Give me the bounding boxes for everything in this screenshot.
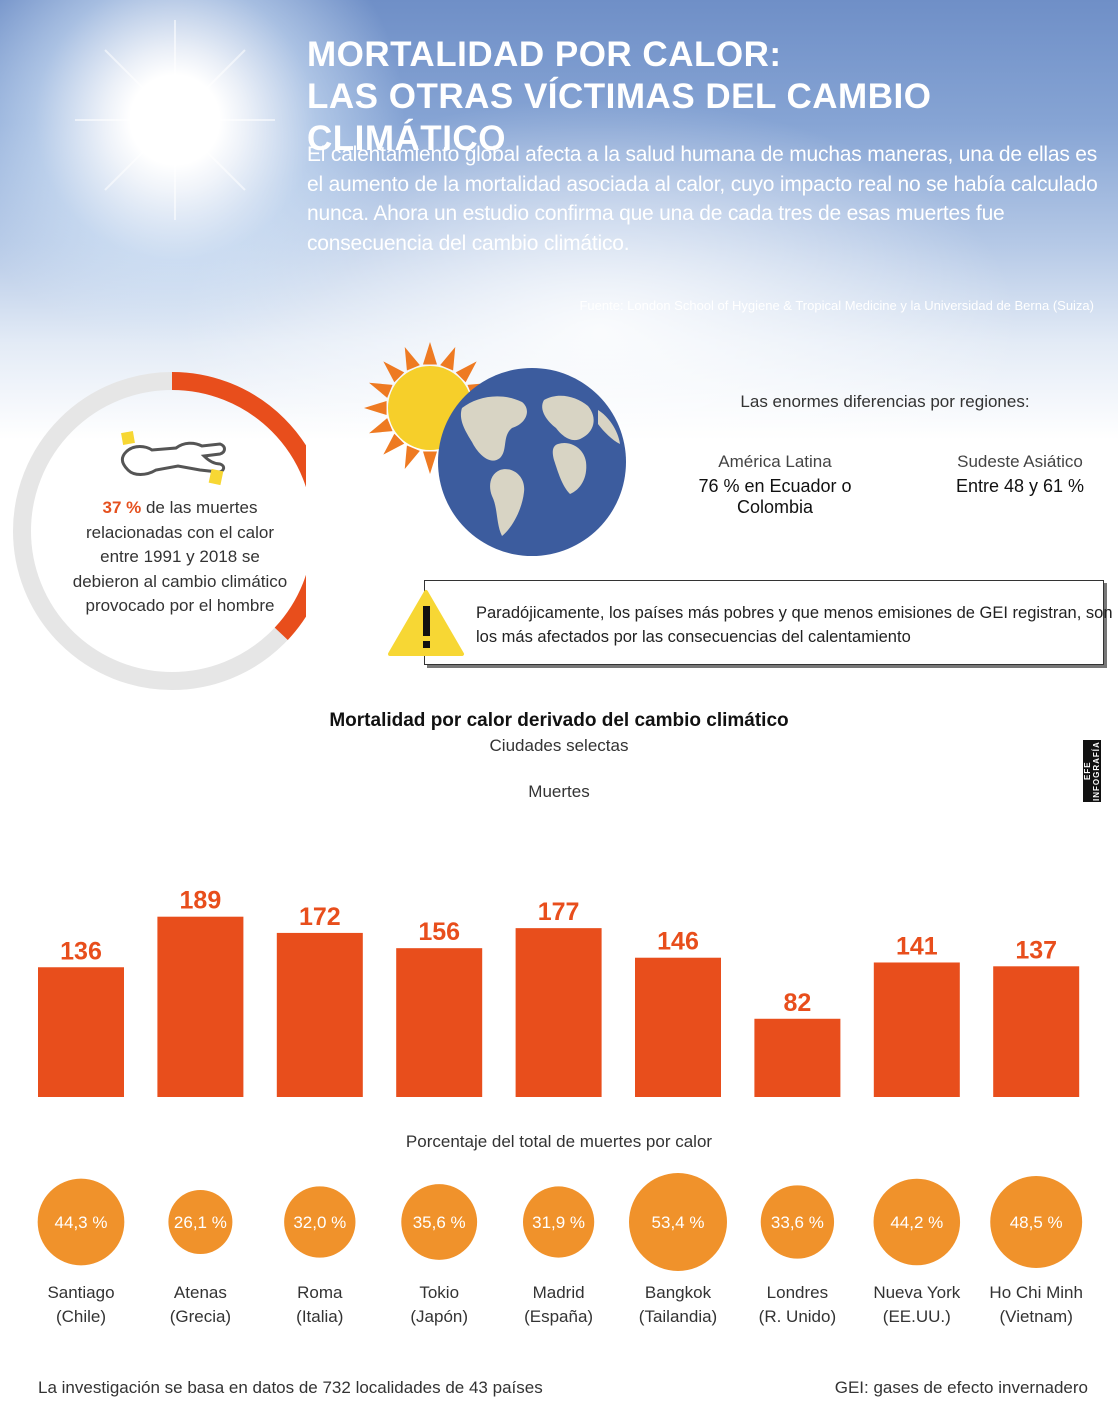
region-value: Entre 48 y 61 %: [955, 476, 1085, 496]
city-label: (Chile): [56, 1307, 106, 1326]
warning-icon: [388, 590, 464, 656]
percent-circle: [168, 1190, 233, 1254]
city-label: (España): [524, 1307, 593, 1326]
footer-note: La investigación se basa en datos de 732…: [38, 1378, 543, 1397]
region-southeast-asia: Sudeste Asiático Entre 48 y 61 %: [940, 452, 1100, 497]
bar: [754, 1018, 841, 1097]
bar-value-label: 136: [60, 937, 102, 965]
city-label: Londres: [767, 1283, 828, 1302]
bar: [873, 962, 960, 1097]
ring-highlight: 37 %: [102, 498, 142, 517]
bar: [38, 967, 124, 1097]
bar-value-label: 141: [896, 932, 938, 960]
bar-value-label: 146: [657, 928, 699, 956]
crime-scene-body-icon: [120, 431, 226, 486]
bar-value-label: 189: [180, 887, 222, 915]
city-label: Roma: [297, 1283, 343, 1302]
percent-label: 32,0 %: [293, 1213, 346, 1232]
percent-circle: [401, 1184, 478, 1260]
bar: [396, 948, 483, 1097]
globe-icon: [438, 368, 626, 556]
city-label: Santiago: [47, 1283, 114, 1302]
agency-credit: EFE INFOGRAFÍA: [1083, 740, 1101, 802]
bar: [515, 928, 602, 1097]
bar-value-label: 172: [299, 903, 341, 931]
bar-value-label: 137: [1015, 936, 1057, 964]
ring-progress-arc: [13, 372, 306, 690]
chart-y-label: Muertes: [528, 782, 590, 801]
region-value: 76 % en Ecuador o Colombia: [698, 476, 852, 517]
city-label: (Italia): [296, 1307, 343, 1326]
city-label: (Tailandia): [639, 1307, 717, 1326]
ring-caption: 37 % de las muertes relacionadas con el …: [70, 496, 290, 619]
percent-circle: [37, 1178, 125, 1266]
percent-row-label: Porcentaje del total de muertes por calo…: [405, 1132, 713, 1151]
title-line-2: LAS OTRAS VÍCTIMAS DEL CAMBIO CLIMÁTICO: [307, 77, 932, 158]
percent-circle: [284, 1186, 356, 1258]
page-title: MORTALIDAD POR CALOR: LAS OTRAS VÍCTIMAS…: [307, 34, 1107, 160]
bar-value-label: 82: [783, 989, 811, 1017]
percent-label: 31,9 %: [532, 1213, 585, 1232]
percent-circle: [990, 1176, 1083, 1268]
city-label: Madrid: [533, 1283, 585, 1302]
bar: [635, 957, 721, 1097]
percent-label: 44,3 %: [55, 1213, 108, 1232]
region-name: Sudeste Asiático: [957, 452, 1083, 471]
city-label: Bangkok: [645, 1283, 712, 1302]
chart-subtitle: Ciudades selectas: [489, 736, 629, 755]
city-label: (R. Unido): [759, 1307, 836, 1326]
percent-circle: [873, 1178, 961, 1266]
bar-chart: 136 44,3 % Santiago (Chile) 189 26,1 % Atenas (…: [37, 887, 1083, 1326]
sun-globe-illustration: [364, 342, 626, 556]
regions-heading: Las enormes diferencias por regiones:: [740, 392, 1030, 411]
percent-label: 44,2 %: [890, 1213, 943, 1232]
percent-label: 33,6 %: [771, 1213, 824, 1232]
title-line-1: MORTALIDAD POR CALOR:: [307, 35, 782, 74]
bar-value-label: 177: [538, 898, 580, 926]
percent-circle: [629, 1173, 727, 1271]
city-label: Nueva York: [873, 1283, 960, 1302]
city-label: (EE.UU.): [883, 1307, 951, 1326]
region-latin-america: América Latina 76 % en Ecuador o Colombi…: [660, 452, 890, 518]
percent-label: 53,4 %: [652, 1213, 705, 1232]
percent-label: 35,6 %: [413, 1213, 466, 1232]
city-label: (Vietnam): [1000, 1307, 1073, 1326]
ring-caption-text: de las muertes relacionadas con el calor…: [72, 498, 288, 615]
sun-glare-icon: [75, 20, 275, 220]
city-label: (Grecia): [170, 1307, 231, 1326]
source-note: Fuente: London School of Hygiene & Tropi…: [579, 298, 1094, 313]
region-name: América Latina: [718, 452, 832, 471]
city-label: Atenas: [174, 1283, 227, 1302]
bar: [276, 932, 363, 1097]
warning-text: Paradójicamente, los países más pobres y…: [476, 604, 1113, 646]
city-label: Ho Chi Minh: [989, 1283, 1083, 1302]
percent-label: 26,1 %: [174, 1213, 227, 1232]
chart-title: Mortalidad por calor derivado del cambio…: [329, 710, 789, 731]
city-label: (Japón): [410, 1307, 468, 1326]
city-label: Tokio: [419, 1283, 459, 1302]
intro-paragraph: El calentamiento global afecta a la salu…: [307, 143, 1098, 255]
footer-glossary: GEI: gases de efecto invernadero: [834, 1378, 1088, 1397]
bar-value-label: 156: [418, 918, 460, 946]
percent-label: 48,5 %: [1010, 1213, 1063, 1232]
bar: [993, 966, 1080, 1097]
percent-circle: [760, 1185, 835, 1259]
sky-background: [0, 0, 1118, 440]
percent-ring: [13, 372, 306, 690]
bar: [157, 916, 244, 1097]
percent-circle: [522, 1186, 595, 1258]
